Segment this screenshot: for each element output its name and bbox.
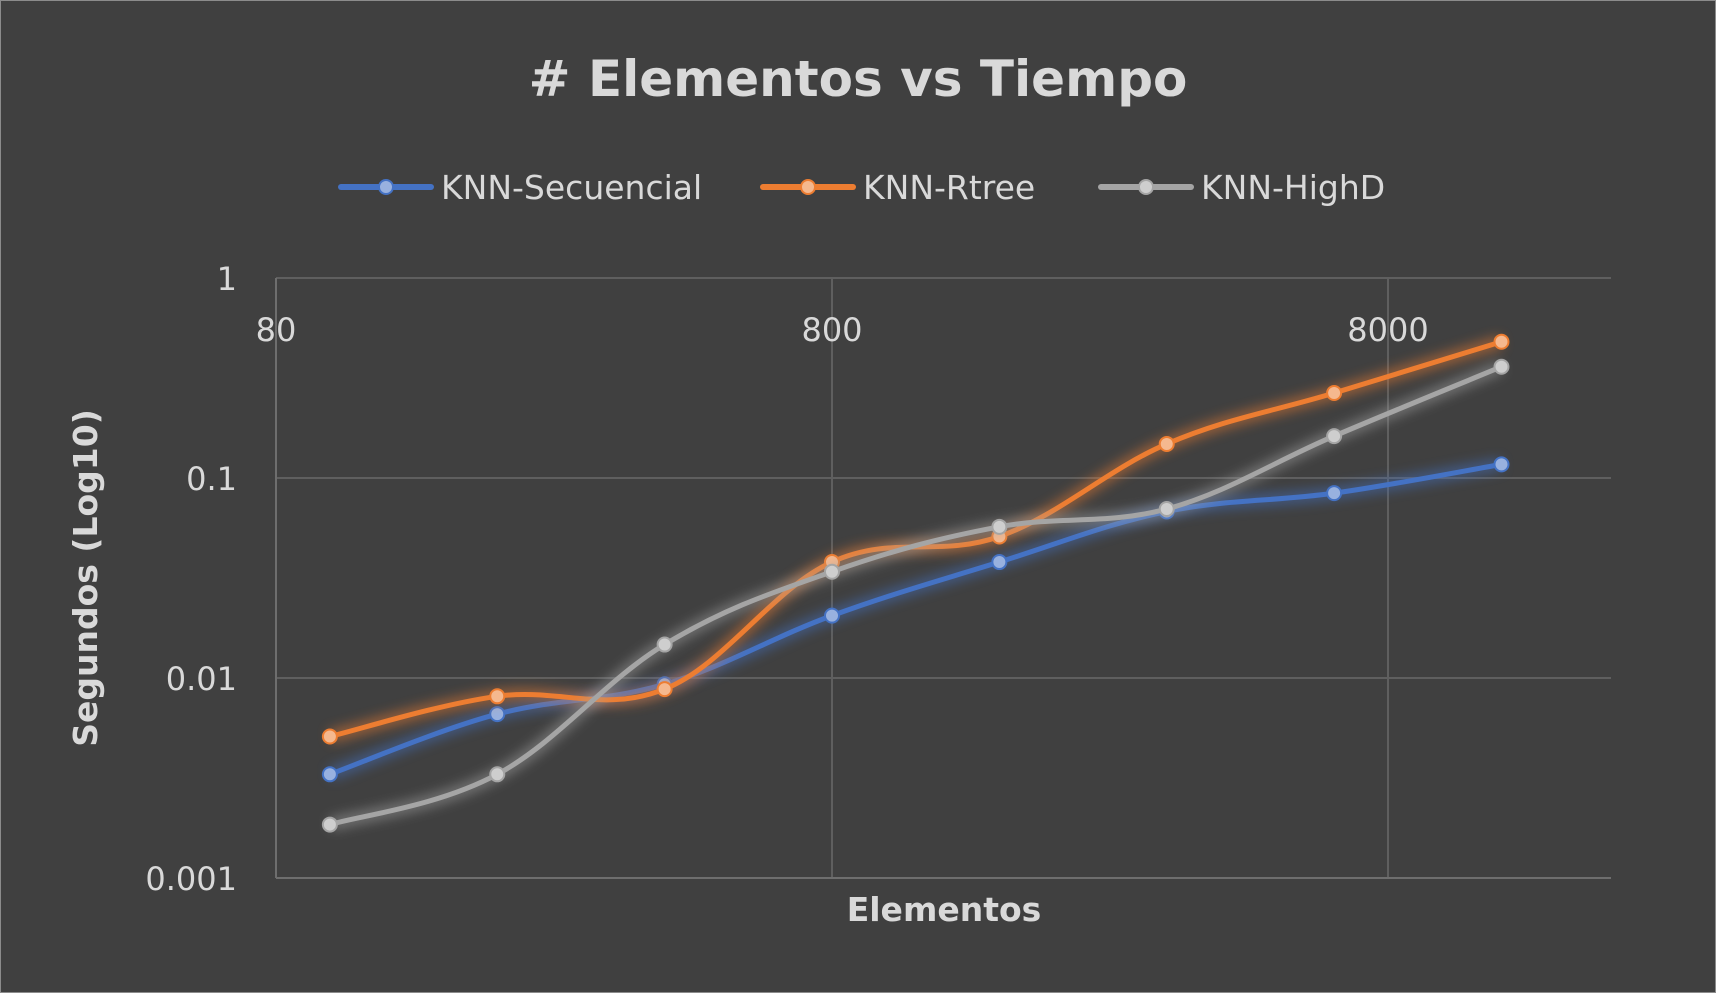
series-knn-highd — [321, 358, 1510, 833]
x-tick-label: 8000 — [1347, 311, 1428, 349]
data-point — [1493, 333, 1510, 350]
data-point — [1493, 456, 1510, 473]
series-knn-secuencial — [321, 456, 1510, 783]
axis-ticks: 1 0.1 0.01 0.001 80 800 8000 — [145, 260, 1428, 898]
y-tick-label: 0.1 — [186, 460, 237, 498]
legend-item: KNN-Secuencial — [338, 168, 702, 207]
chart-legend: KNN-Secuencial KNN-Rtree KNN-HighD — [338, 168, 1385, 207]
data-point — [991, 518, 1008, 535]
data-point — [1493, 358, 1510, 375]
data-point — [824, 563, 840, 580]
data-point — [1326, 485, 1343, 502]
y-tick-label: 0.01 — [166, 660, 237, 698]
data-point — [489, 706, 506, 723]
chart-title: # Elementos vs Tiempo — [529, 50, 1188, 108]
chart-grid — [275, 277, 1611, 879]
y-tick-label: 0.001 — [145, 860, 237, 898]
legend-marker — [800, 179, 816, 195]
data-point — [656, 681, 673, 698]
data-point — [321, 766, 338, 783]
series-glow — [328, 361, 1504, 831]
x-axis-title: Elementos — [847, 890, 1042, 929]
legend-item: KNN-HighD — [1098, 168, 1385, 207]
legend-marker — [1138, 179, 1154, 195]
data-point — [824, 607, 840, 624]
data-point — [489, 766, 506, 783]
y-tick-label: 1 — [217, 260, 237, 298]
data-point — [321, 816, 338, 833]
series-knn-rtree — [321, 333, 1510, 745]
legend-item: KNN-Rtree — [760, 168, 1035, 207]
series-glow — [327, 458, 1503, 780]
legend-marker — [378, 179, 394, 195]
series-line — [327, 364, 1504, 828]
data-point — [1158, 435, 1175, 452]
legend-label: KNN-Secuencial — [441, 168, 702, 207]
series-layer — [321, 333, 1510, 833]
legend-label: KNN-Rtree — [863, 168, 1035, 207]
data-point — [489, 688, 506, 705]
y-axis-title: Segundos (Log10) — [66, 409, 105, 747]
data-point — [656, 636, 673, 653]
series-line — [327, 461, 1504, 777]
x-tick-label: 800 — [801, 311, 862, 349]
legend-label: KNN-HighD — [1201, 168, 1385, 207]
data-point — [1158, 500, 1175, 517]
data-point — [991, 554, 1008, 571]
data-point — [321, 728, 338, 745]
x-tick-label: 80 — [256, 311, 297, 349]
data-point — [1326, 428, 1343, 445]
data-point — [1326, 385, 1343, 402]
